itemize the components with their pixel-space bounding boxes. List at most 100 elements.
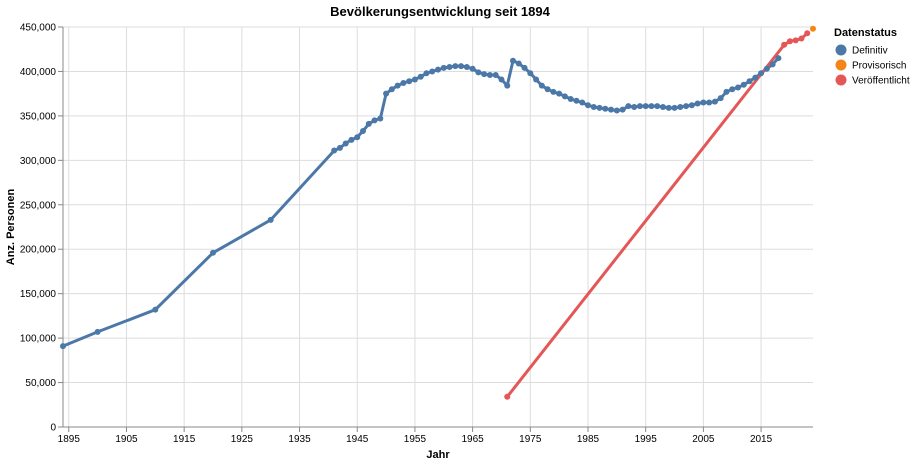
data-point-definitiv [619,106,626,113]
data-point-definitiv [377,115,384,122]
data-point-definitiv [735,84,741,91]
data-point-veroeffentlicht [804,30,811,37]
data-point-definitiv [446,64,453,70]
axes: 1895 1905 1915 1925 1935 1945 1955 1965 1975 1985… [20,23,813,445]
y-tick-label: 0 [50,423,56,434]
y-tick-label: 450,000 [20,23,57,34]
data-point-definitiv [711,98,718,105]
x-tick-label: 1945 [346,434,369,445]
data-point-definitiv [383,90,390,97]
data-point-definitiv [481,71,488,78]
data-point-definitiv [567,96,574,102]
y-tick-label: 250,000 [20,200,57,211]
y-tick-label: 350,000 [20,111,57,122]
data-point-definitiv [348,136,355,143]
data-point-definitiv [267,216,274,223]
data-point-definitiv [752,74,759,81]
data-point-definitiv [561,93,568,100]
data-point-veroeffentlicht [792,37,799,44]
x-tick-label: 2005 [692,434,715,445]
data-point-definitiv [746,78,753,85]
data-point-definitiv [665,104,672,111]
data-point-definitiv [411,76,418,83]
data-point-definitiv [331,147,338,154]
x-tick-label: 1915 [173,434,196,445]
legend-title: Datenstatus [834,27,897,39]
data-point-definitiv [400,80,407,86]
x-tick-label: 2015 [750,434,773,445]
data-point-veroeffentlicht [786,38,793,45]
data-point-definitiv [435,66,441,73]
data-point-definitiv [573,97,580,104]
data-point-definitiv [590,104,597,110]
y-axis-title: Anz. Personen [5,189,17,266]
data-point-definitiv [544,86,551,93]
data-point-definitiv [94,328,101,335]
data-point-definitiv [429,68,436,75]
series-points [60,25,816,400]
data-point-definitiv [440,64,447,71]
legend: Datenstatus Definitiv Provisorisch Veröffe… [834,27,910,87]
data-point-definitiv [740,81,747,88]
y-tick-label: 200,000 [20,245,57,256]
data-point-definitiv [452,63,459,70]
y-tick-label: 400,000 [20,67,57,78]
data-point-definitiv [694,100,701,107]
legend-symbol-veroeffentlicht [835,74,847,86]
data-point-veroeffentlicht [781,41,788,48]
data-point-definitiv [758,70,765,77]
data-point-definitiv [417,73,424,80]
x-tick-label: 1935 [288,434,311,445]
data-point-definitiv [596,104,603,111]
data-point-definitiv [475,69,482,76]
x-tick-label: 1985 [577,434,600,445]
data-point-definitiv [336,144,343,151]
data-point-definitiv [365,120,372,127]
data-point-definitiv [533,76,540,83]
data-point-definitiv [152,306,159,313]
x-tick-label: 1965 [461,434,484,445]
series-lines [62,32,809,398]
legend-symbol-provisorisch [835,59,847,71]
data-point-definitiv [406,78,413,85]
data-point-definitiv [688,102,695,109]
x-tick-label: 1895 [58,434,81,445]
data-point-definitiv [631,104,638,110]
data-point-definitiv [469,65,476,72]
data-point-definitiv [550,88,557,95]
data-point-definitiv [677,104,684,110]
data-point-definitiv [613,107,620,114]
data-point-definitiv [717,95,724,102]
data-point-provisorisch [810,25,816,32]
chart-title: Bevölkerungsentwicklung seit 1894 [330,4,550,19]
data-point-definitiv [423,70,430,77]
data-point-definitiv [388,86,395,93]
data-point-veroeffentlicht [504,393,511,400]
data-point-definitiv [510,57,516,64]
series-line-definitiv [62,57,780,348]
y-tick-label: 100,000 [20,334,57,345]
data-point-veroeffentlicht [798,35,805,42]
data-point-definitiv [60,343,66,350]
y-tick-label: 50,000 [25,378,56,389]
data-point-definitiv [642,103,649,110]
data-point-definitiv [371,117,378,124]
x-tick-label: 1975 [519,434,542,445]
y-tick-label: 300,000 [20,156,57,167]
data-point-definitiv [360,128,366,134]
data-point-definitiv [602,105,609,112]
data-point-definitiv [538,82,545,89]
x-axis-title: Jahr [426,449,450,461]
data-point-definitiv [660,104,666,110]
data-point-definitiv [210,249,216,256]
data-point-definitiv [556,90,563,97]
data-point-definitiv [648,103,655,110]
data-point-definitiv [498,76,505,83]
data-point-definitiv [463,64,470,70]
data-point-definitiv [585,102,591,109]
series-line-veroeffentlicht [506,32,809,398]
data-point-definitiv [723,88,730,95]
data-point-definitiv [608,106,615,113]
